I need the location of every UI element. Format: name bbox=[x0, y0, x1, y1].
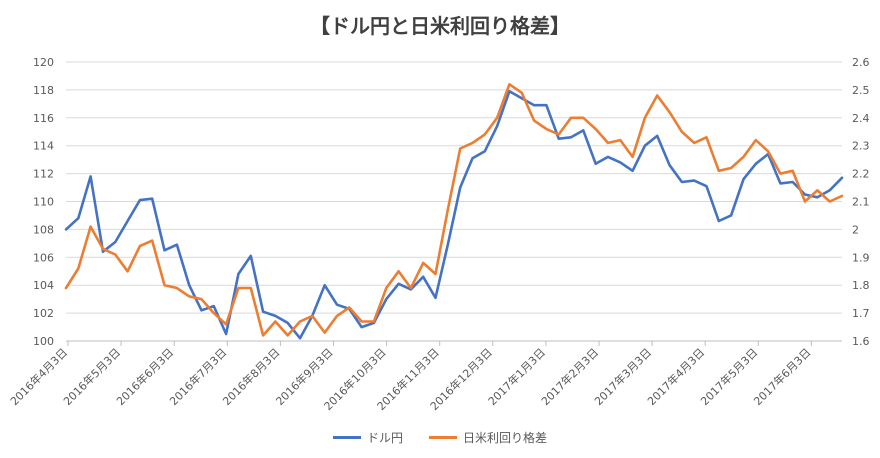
series-line-yield-spread bbox=[64, 83, 844, 337]
y-left-tick-label: 112 bbox=[33, 168, 54, 181]
legend-item-usdjpy[interactable]: ドル円 bbox=[332, 429, 403, 446]
y-right-tick-label: 2.6 bbox=[852, 56, 870, 69]
y-right-tick-label: 1.8 bbox=[852, 279, 870, 292]
y-right-tick-label: 2.1 bbox=[852, 196, 870, 209]
y-left-tick-label: 108 bbox=[33, 223, 54, 236]
legend-label-yield-spread: 日米利回り格差 bbox=[463, 431, 548, 445]
y-left-tick-label: 114 bbox=[33, 140, 54, 153]
y-left-tick-label: 110 bbox=[33, 196, 54, 209]
y-right-tick-label: 1.9 bbox=[852, 251, 870, 264]
y-left-tick-label: 106 bbox=[33, 251, 54, 264]
y-right-tick-label: 1.6 bbox=[852, 335, 870, 348]
chart-title: 【ドル円と日米利回り格差】 bbox=[310, 14, 570, 38]
y-left-tick-label: 118 bbox=[33, 84, 54, 97]
y-right-tick-label: 1.7 bbox=[852, 307, 870, 320]
y-left-tick-label: 120 bbox=[33, 56, 54, 69]
chart-legend: ドル円 日米利回り格差 bbox=[0, 429, 880, 446]
y-right-tick-label: 2.5 bbox=[852, 84, 870, 97]
y-left-tick-label: 102 bbox=[33, 307, 54, 320]
legend-swatch-usdjpy bbox=[332, 436, 361, 439]
series-line-usdjpy bbox=[64, 90, 844, 340]
y-left-tick-label: 104 bbox=[33, 279, 54, 292]
legend-label-usdjpy: ドル円 bbox=[366, 431, 403, 445]
y-left-tick-label: 100 bbox=[33, 335, 54, 348]
legend-item-yield-spread[interactable]: 日米利回り格差 bbox=[429, 429, 547, 446]
x-tick-label: 2017年6月3日 bbox=[751, 345, 814, 408]
y-right-tick-label: 2 bbox=[852, 223, 859, 236]
y-left-tick-label: 116 bbox=[33, 112, 54, 125]
y-right-tick-label: 2.2 bbox=[852, 168, 870, 181]
y-right-tick-label: 2.3 bbox=[852, 140, 870, 153]
y-right-tick-label: 2.4 bbox=[852, 112, 870, 125]
legend-swatch-yield-spread bbox=[429, 436, 457, 439]
